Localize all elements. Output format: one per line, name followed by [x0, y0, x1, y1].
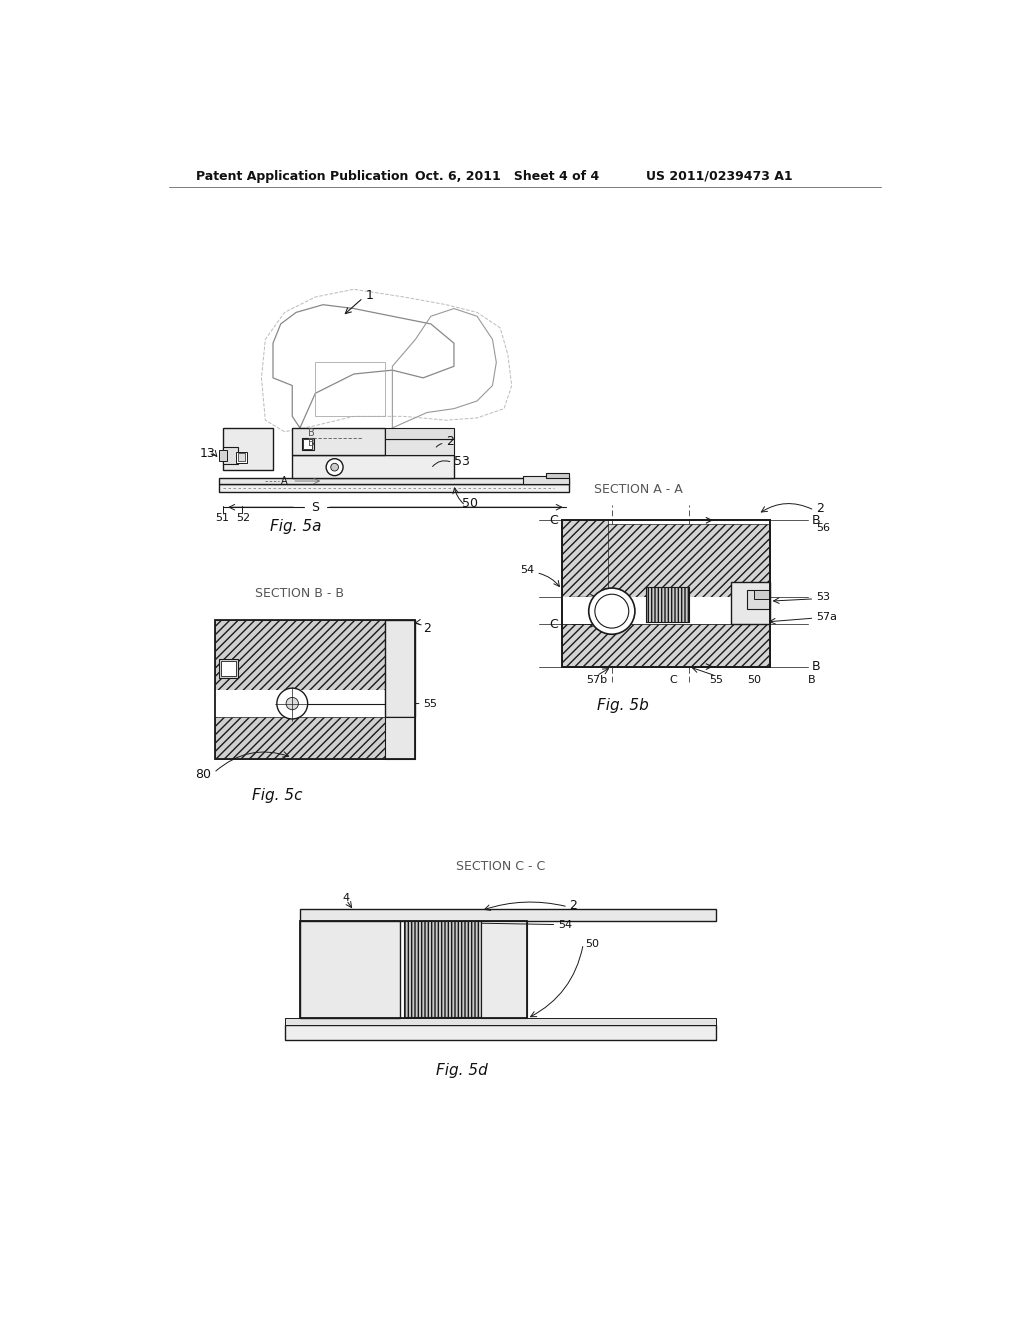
Text: C: C [550, 618, 558, 631]
Bar [731, 582, 770, 624]
Bar [223, 428, 273, 470]
Bar [385, 620, 416, 717]
Text: 54: 54 [558, 920, 572, 929]
Text: B: B [307, 438, 314, 449]
Bar [562, 624, 770, 667]
Text: 53: 53 [816, 593, 829, 602]
Text: C: C [550, 513, 558, 527]
Text: 50: 50 [748, 676, 761, 685]
Text: 57b: 57b [586, 676, 607, 685]
Circle shape [326, 458, 343, 475]
Text: 52: 52 [237, 513, 250, 523]
Bar [292, 455, 454, 478]
Bar [562, 520, 770, 667]
Bar [219, 478, 569, 484]
Bar [301, 438, 313, 450]
Bar [646, 587, 689, 622]
Bar [215, 717, 385, 759]
Circle shape [276, 688, 307, 719]
Bar [562, 524, 770, 598]
Text: 13: 13 [200, 446, 216, 459]
Text: Patent Application Publication: Patent Application Publication [196, 169, 409, 182]
Bar [215, 689, 385, 717]
Bar [315, 363, 385, 416]
Bar [285, 1024, 716, 1040]
Text: 51: 51 [215, 513, 229, 523]
Bar [221, 661, 237, 676]
Bar [237, 451, 247, 462]
Text: B: B [812, 513, 820, 527]
Text: 53: 53 [454, 454, 470, 467]
Bar [300, 921, 400, 1019]
Text: C: C [670, 676, 677, 685]
Bar [219, 484, 569, 492]
Bar [303, 440, 312, 449]
Bar [385, 440, 454, 455]
Bar [547, 474, 569, 478]
Text: S: S [311, 500, 319, 513]
Circle shape [331, 463, 339, 471]
Circle shape [286, 697, 298, 710]
Bar [646, 587, 689, 622]
Text: 56: 56 [816, 523, 829, 533]
Text: 54: 54 [520, 565, 535, 576]
Text: 57a: 57a [816, 611, 837, 622]
Bar [219, 450, 226, 461]
Text: 2: 2 [569, 899, 578, 912]
Text: B: B [812, 660, 820, 673]
Bar [219, 659, 239, 678]
Bar [562, 520, 608, 598]
Text: 55: 55 [709, 676, 723, 685]
Text: Fig. 5d: Fig. 5d [436, 1064, 487, 1078]
Text: 2: 2 [423, 622, 431, 635]
Text: A: A [282, 477, 288, 486]
Bar [385, 717, 416, 759]
Text: Oct. 6, 2011   Sheet 4 of 4: Oct. 6, 2011 Sheet 4 of 4 [416, 169, 600, 182]
Bar [481, 921, 527, 1019]
Bar [385, 428, 454, 440]
Bar [215, 620, 416, 759]
Text: 4: 4 [342, 892, 349, 903]
Text: 2: 2 [816, 502, 823, 515]
Text: Fig. 5a: Fig. 5a [270, 519, 322, 535]
Bar [223, 447, 239, 465]
Bar [300, 921, 527, 1019]
Text: SECTION A - A: SECTION A - A [594, 483, 683, 496]
Text: 55: 55 [423, 698, 437, 709]
Bar [562, 597, 770, 624]
Bar [403, 921, 481, 1016]
Text: 80: 80 [196, 768, 211, 781]
Bar [292, 428, 385, 455]
Text: 2: 2 [446, 436, 454, 449]
Bar [755, 590, 770, 599]
Bar [523, 477, 569, 484]
Text: 1: 1 [366, 289, 374, 302]
Text: B: B [808, 676, 816, 685]
Circle shape [595, 594, 629, 628]
Text: B: B [307, 428, 314, 438]
Bar [403, 921, 481, 1016]
Text: SECTION B - B: SECTION B - B [255, 587, 344, 601]
Bar [215, 620, 385, 689]
Bar [300, 909, 716, 921]
Text: 50: 50 [585, 939, 599, 949]
Bar [238, 453, 246, 461]
Text: Fig. 5c: Fig. 5c [252, 788, 302, 804]
Circle shape [589, 589, 635, 635]
Text: SECTION C - C: SECTION C - C [456, 861, 545, 874]
Text: 50: 50 [462, 496, 477, 510]
Text: Fig. 5b: Fig. 5b [597, 697, 649, 713]
Bar [746, 590, 770, 609]
Bar [285, 1019, 716, 1024]
Text: US 2011/0239473 A1: US 2011/0239473 A1 [646, 169, 793, 182]
